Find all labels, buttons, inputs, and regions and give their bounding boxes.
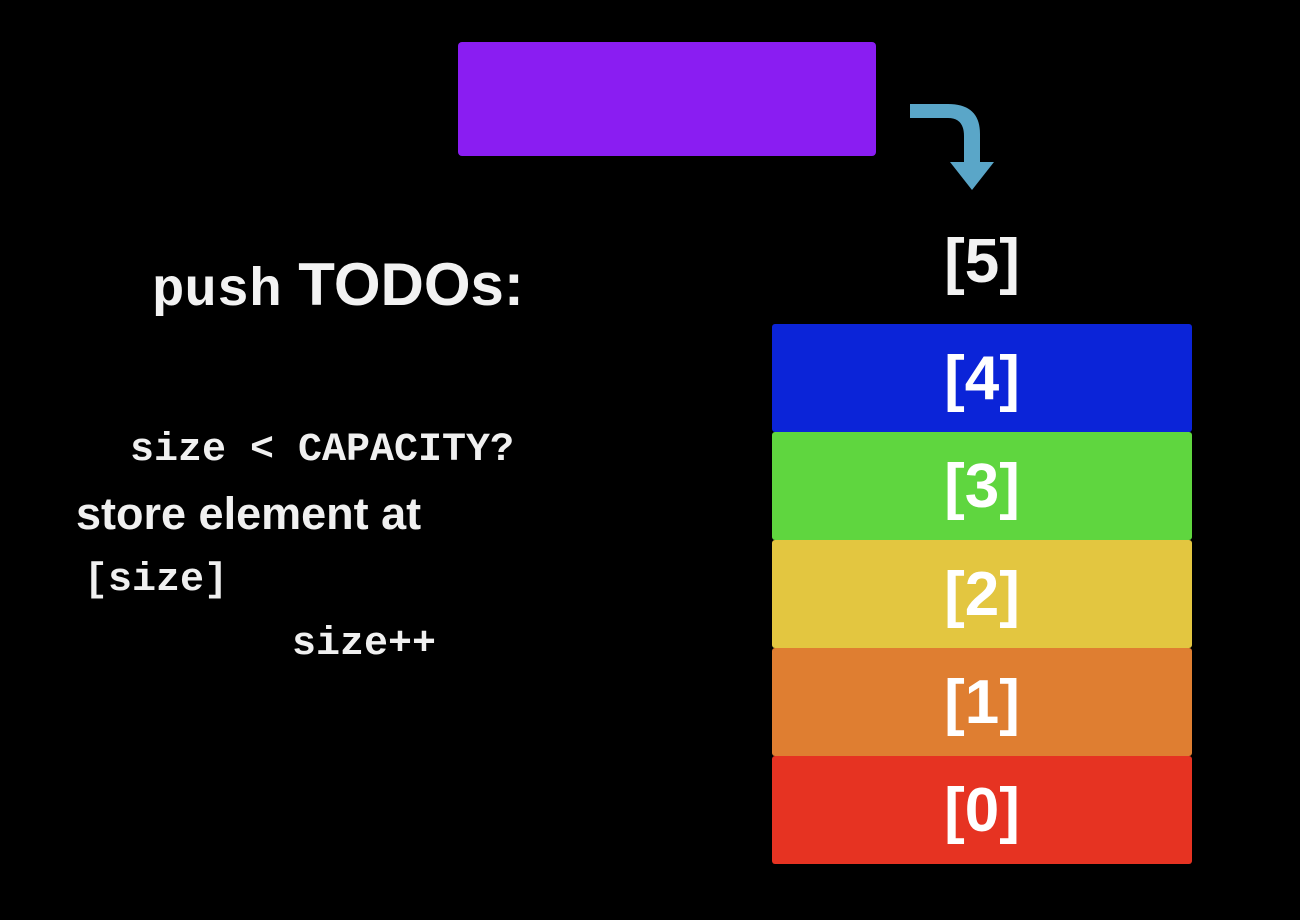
- next-index-label: [5]: [944, 227, 1020, 296]
- incoming-element-block: [458, 42, 876, 156]
- stack-slot-0: [0]: [772, 756, 1192, 864]
- heading-rest: TODOs:: [281, 251, 524, 318]
- step-store: store element at: [76, 488, 422, 539]
- step-store-index: [size]: [84, 558, 229, 603]
- stack-slot-3: [3]: [772, 432, 1192, 540]
- heading-keyword: push: [152, 261, 282, 322]
- step-condition: size < CAPACITY?: [130, 428, 515, 473]
- step-increment: size++: [292, 622, 437, 667]
- curved-down-arrow-icon: [910, 104, 994, 190]
- stack-slot-2: [2]: [772, 540, 1192, 648]
- slide-heading: push TODOs:: [152, 250, 524, 322]
- stack-slot-1: [1]: [772, 648, 1192, 756]
- stack-array: [4] [3] [2] [1] [0]: [772, 324, 1192, 864]
- stack-slot-4: [4]: [772, 324, 1192, 432]
